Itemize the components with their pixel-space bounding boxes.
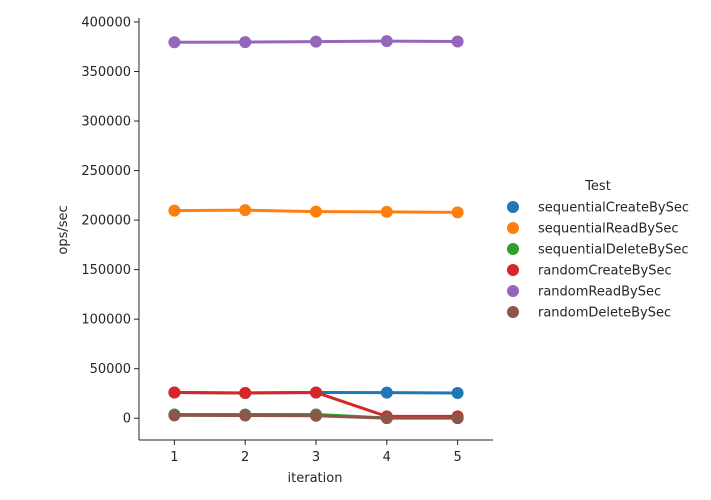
legend-label-0: sequentialCreateBySec bbox=[538, 201, 689, 216]
x-tick-label: 3 bbox=[312, 450, 320, 465]
series-point-3 bbox=[239, 386, 252, 399]
series-point-3 bbox=[168, 386, 181, 399]
series-point-4 bbox=[168, 36, 181, 49]
y-tick-label: 0 bbox=[123, 412, 131, 427]
series-point-5 bbox=[168, 409, 181, 422]
x-tick-label: 1 bbox=[170, 450, 178, 465]
series-point-1 bbox=[451, 206, 464, 219]
y-tick-label: 150000 bbox=[81, 263, 131, 278]
series-point-1 bbox=[168, 204, 181, 217]
legend-label-3: randomCreateBySec bbox=[538, 264, 672, 279]
legend-label-5: randomDeleteBySec bbox=[538, 306, 671, 321]
legend-marker-2 bbox=[507, 243, 519, 255]
legend-marker-1 bbox=[507, 222, 519, 234]
y-tick-label: 350000 bbox=[81, 65, 131, 80]
y-tick-label: 100000 bbox=[81, 313, 131, 328]
series-point-1 bbox=[310, 205, 322, 218]
legend: Test sequentialCreateBySec sequentialRea… bbox=[507, 179, 689, 321]
axes: 0 50000 100000 150000 200000 250000 300000 3500… bbox=[81, 15, 493, 465]
legend-label-1: sequentialReadBySec bbox=[538, 222, 678, 237]
series-point-4 bbox=[451, 35, 464, 48]
series-point-0 bbox=[380, 386, 393, 399]
series-point-3 bbox=[310, 386, 322, 399]
legend-marker-4 bbox=[507, 285, 519, 297]
series-point-4 bbox=[380, 35, 393, 48]
series-point-5 bbox=[310, 409, 322, 422]
series-point-5 bbox=[451, 412, 464, 425]
series-point-4 bbox=[239, 36, 252, 49]
y-tick-label: 250000 bbox=[81, 164, 131, 179]
legend-label-4: randomReadBySec bbox=[538, 285, 661, 300]
x-tick-label: 4 bbox=[383, 450, 391, 465]
series-point-4 bbox=[310, 35, 322, 48]
x-tick-label: 5 bbox=[453, 450, 461, 465]
legend-title: Test bbox=[584, 179, 611, 194]
y-tick-label: 200000 bbox=[81, 214, 131, 229]
series-point-1 bbox=[380, 205, 393, 218]
legend-marker-3 bbox=[507, 264, 519, 276]
x-axis-label: iteration bbox=[288, 471, 343, 486]
plot-area bbox=[168, 35, 464, 425]
series-point-0 bbox=[451, 386, 464, 399]
legend-marker-5 bbox=[507, 306, 519, 318]
series-point-5 bbox=[380, 412, 393, 425]
y-tick-label: 50000 bbox=[90, 362, 131, 377]
series-point-1 bbox=[239, 204, 252, 217]
y-tick-label: 300000 bbox=[81, 115, 131, 130]
legend-label-2: sequentialDeleteBySec bbox=[538, 243, 689, 258]
series-point-5 bbox=[239, 409, 252, 422]
y-axis-label: ops/sec bbox=[56, 205, 71, 254]
x-tick-label: 2 bbox=[241, 450, 249, 465]
legend-marker-0 bbox=[507, 201, 519, 213]
y-tick-label: 400000 bbox=[81, 15, 131, 30]
